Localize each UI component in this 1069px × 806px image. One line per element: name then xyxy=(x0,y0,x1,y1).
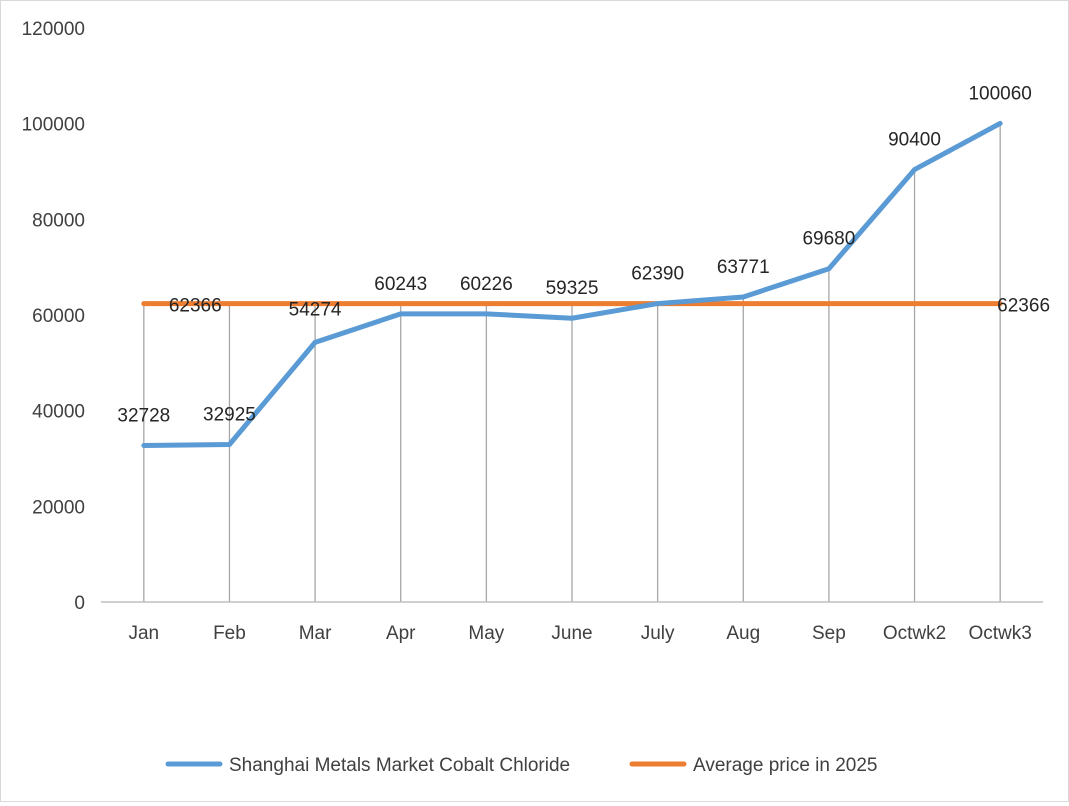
y-tick-label: 120000 xyxy=(22,19,85,40)
x-tick-label: Mar xyxy=(299,623,332,644)
y-tick-label: 60000 xyxy=(32,306,85,327)
y-axis-tick-labels: 0 20000 40000 60000 80000 100000 120000 xyxy=(22,19,85,614)
y-tick-label: 100000 xyxy=(22,115,85,136)
legend: Shanghai Metals Market Cobalt Chloride Av… xyxy=(165,755,878,776)
y-tick-label: 80000 xyxy=(32,210,85,231)
x-tick-label: Sep xyxy=(812,623,846,644)
data-label-average: 62366 xyxy=(169,296,222,317)
legend-label: Average price in 2025 xyxy=(693,755,878,776)
x-tick-label: Aug xyxy=(726,623,760,644)
x-tick-label: June xyxy=(551,623,592,644)
data-label: 63771 xyxy=(717,257,770,278)
data-labels: 32728 32925 54274 60243 60226 59325 62390 63771… xyxy=(117,83,1050,426)
x-tick-label: Jan xyxy=(128,623,159,644)
y-tick-label: 0 xyxy=(74,593,85,614)
x-tick-label: Feb xyxy=(213,623,246,644)
data-label: 60226 xyxy=(460,274,513,295)
x-tick-label: Octwk2 xyxy=(883,623,946,644)
x-tick-label: Apr xyxy=(386,623,416,644)
data-label: 69680 xyxy=(802,229,855,250)
data-label: 54274 xyxy=(289,299,342,320)
data-label: 90400 xyxy=(888,130,941,151)
legend-label: Shanghai Metals Market Cobalt Chloride xyxy=(229,755,570,776)
data-label: 32925 xyxy=(203,405,256,426)
series-line-cobalt-chloride xyxy=(141,120,1003,448)
data-label-average: 62366 xyxy=(997,296,1050,317)
y-tick-label: 20000 xyxy=(32,497,85,518)
drop-lines xyxy=(143,123,1001,602)
data-label: 100060 xyxy=(968,83,1031,104)
data-label: 62390 xyxy=(631,264,684,285)
data-label: 32728 xyxy=(117,405,170,426)
series-lines xyxy=(141,120,1003,448)
data-label: 60243 xyxy=(374,274,427,295)
x-tick-label: Octwk3 xyxy=(969,623,1032,644)
x-tick-label: May xyxy=(468,623,504,644)
x-axis-tick-labels: Jan Feb Mar Apr May June July Aug Sep Octwk2 Octwk… xyxy=(128,623,1031,644)
y-tick-label: 40000 xyxy=(32,402,85,423)
data-label: 59325 xyxy=(546,278,599,299)
x-tick-label: July xyxy=(641,623,675,644)
